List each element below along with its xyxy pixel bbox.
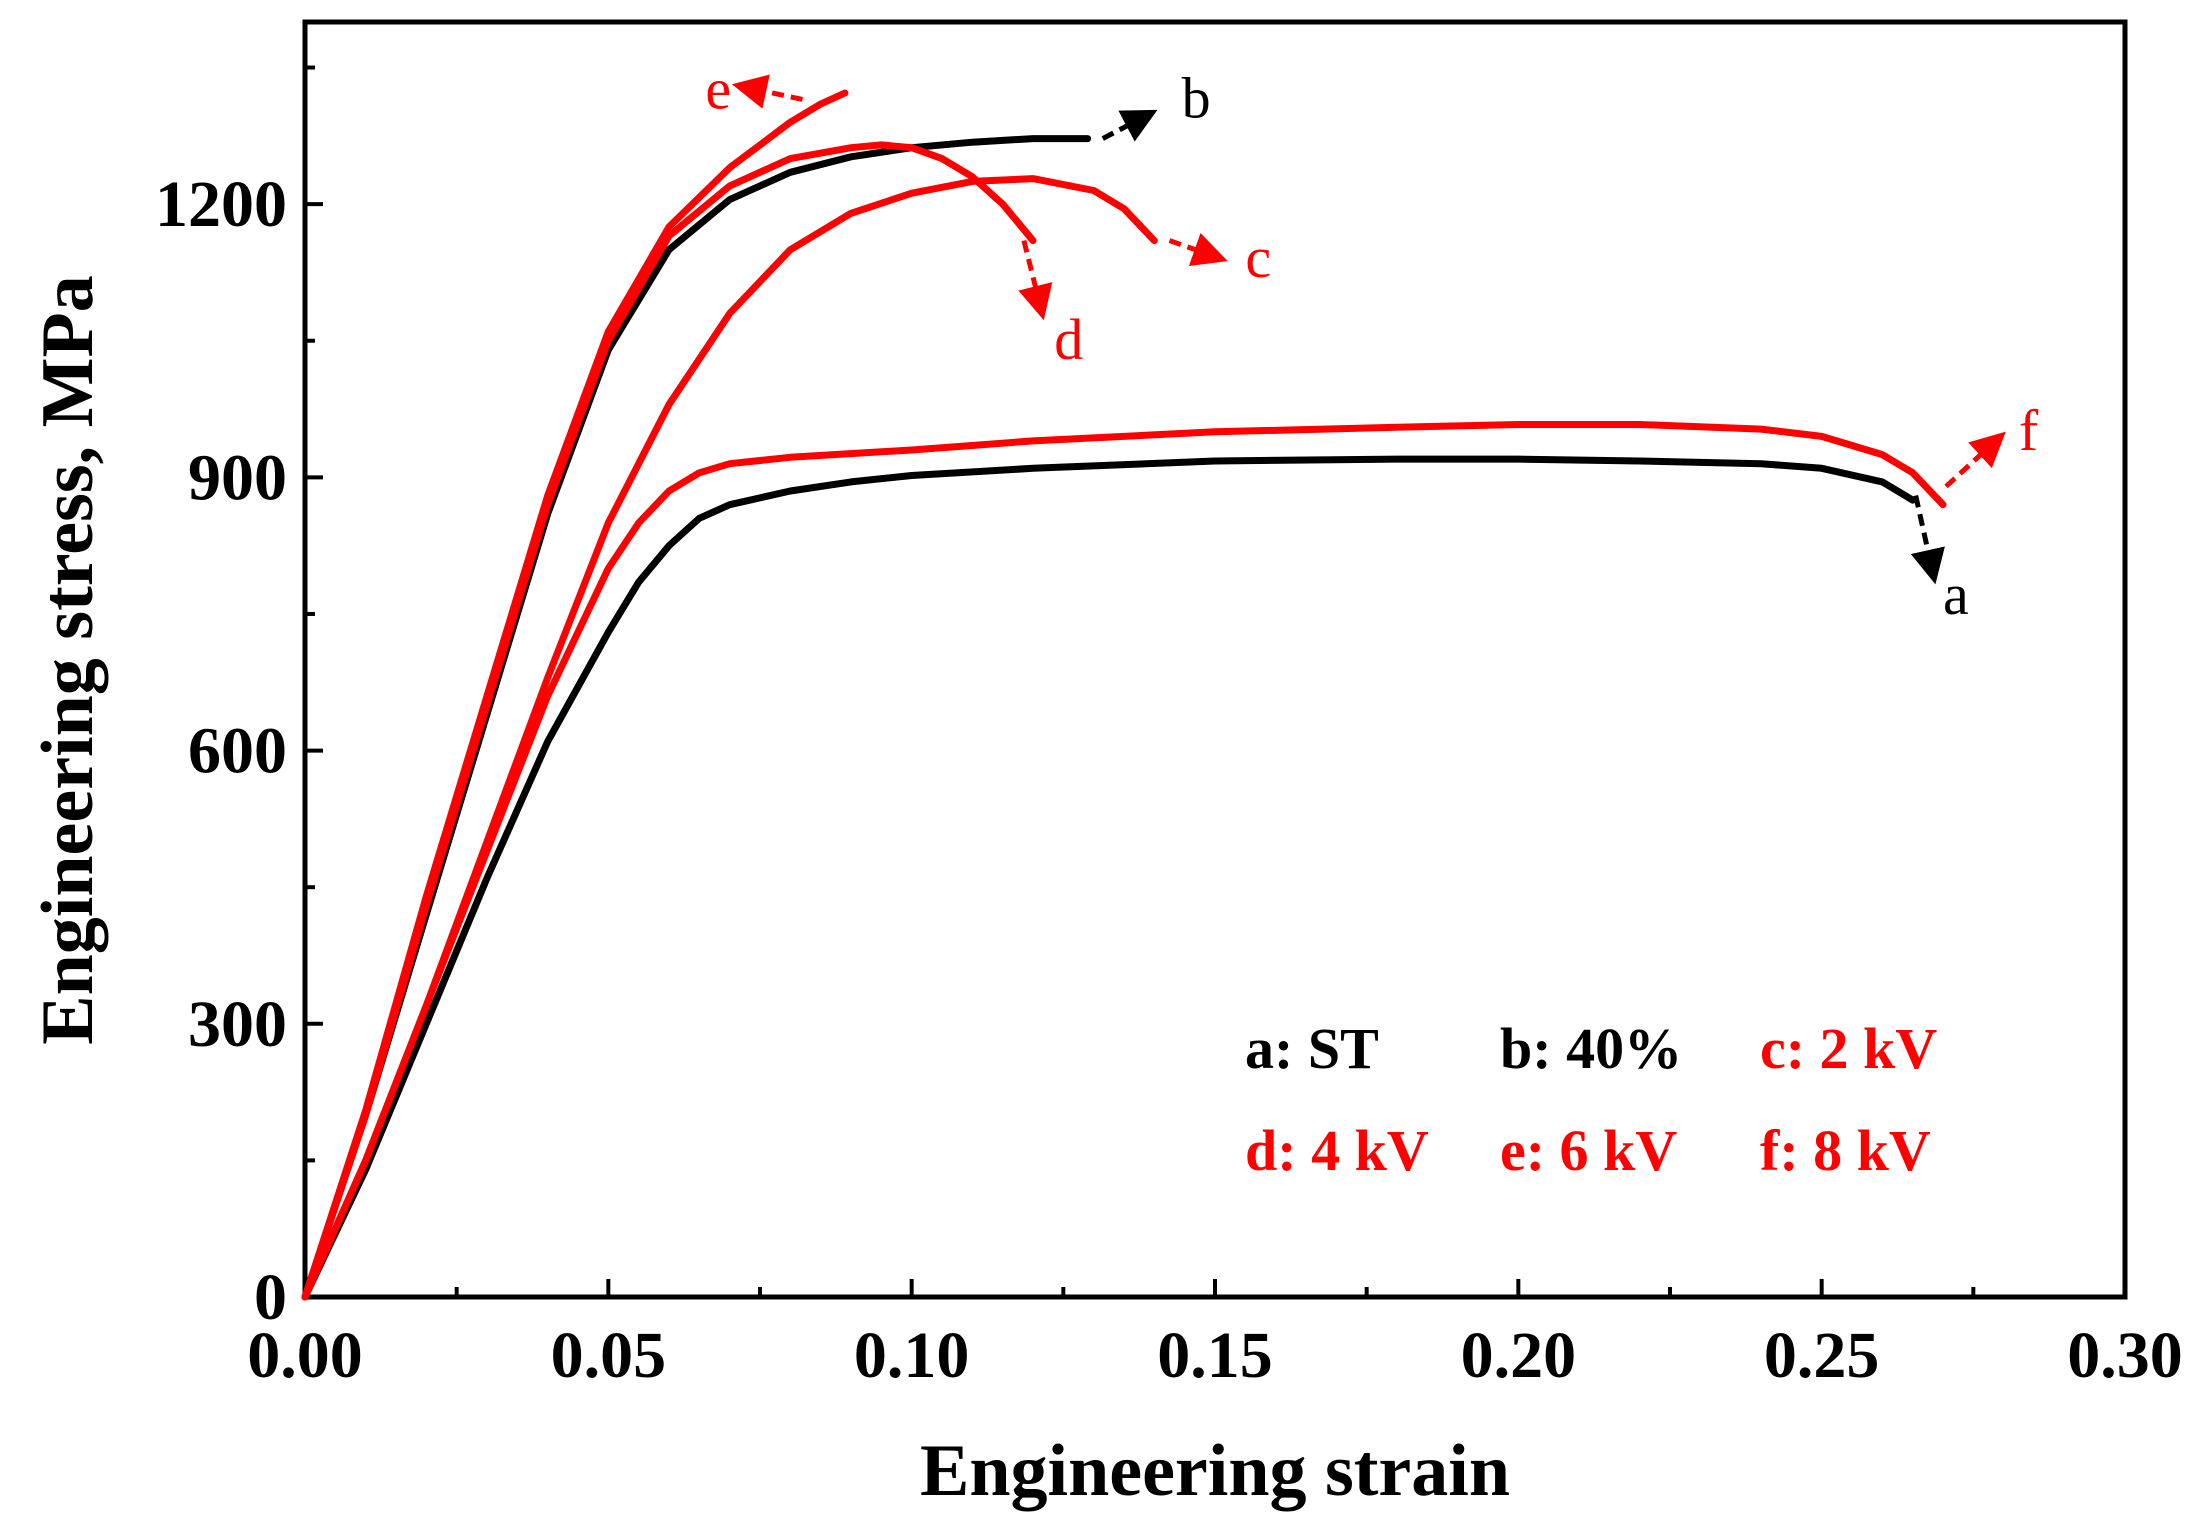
annotation-label-e: e [705, 56, 731, 121]
legend-entry-1: b: 40% [1500, 1016, 1682, 1081]
annotation-arrow-c [1168, 232, 1228, 266]
series-line-f [301, 421, 1947, 1301]
y-axis-title: Engineering stress, MPa [27, 275, 109, 1044]
annotation-label-c: c [1245, 225, 1271, 290]
series-line-b [301, 135, 1092, 1301]
annotation-label-b: b [1182, 65, 1211, 130]
x-tick-label-6: 0.30 [2067, 1319, 2183, 1392]
series-line-e [301, 89, 849, 1301]
y-tick-label-1: 300 [188, 988, 287, 1061]
legend: a: ST b: 40% c: 2 kV d: 4 kV e: 6 kV f: 8 kV [1245, 1016, 1937, 1183]
y-tick-label-0: 0 [254, 1261, 287, 1334]
y-tick-label-2: 600 [188, 715, 287, 788]
annotation-arrow-f [1944, 431, 2006, 489]
y-tick-label-4: 1200 [155, 168, 287, 241]
x-axis-title: Engineering strain [920, 1430, 1510, 1512]
x-tick-label-5: 0.25 [1764, 1319, 1880, 1392]
annotation-label-a: a [1943, 562, 1969, 627]
legend-entry-5: f: 8 kV [1760, 1118, 1931, 1183]
annotation-arrow-d [1018, 239, 1053, 321]
legend-entry-3: d: 4 kV [1245, 1118, 1429, 1183]
series-layer [301, 89, 1947, 1301]
x-axis-ticks [303, 1279, 2127, 1297]
legend-entry-0: a: ST [1245, 1016, 1379, 1081]
y-axis-tick-labels: 0 300 600 900 1200 [155, 168, 287, 1334]
series-line-a [301, 455, 1917, 1301]
x-tick-label-3: 0.15 [1157, 1319, 1273, 1392]
y-tick-label-3: 900 [188, 441, 287, 514]
x-axis-tick-labels: 0.00 0.05 0.10 0.15 0.20 0.25 0.30 [247, 1319, 2183, 1392]
series-line-c [301, 175, 1158, 1301]
x-tick-label-2: 0.10 [854, 1319, 970, 1392]
annotation-label-f: f [2019, 398, 2039, 463]
x-tick-label-1: 0.05 [551, 1319, 667, 1392]
x-tick-label-0: 0.00 [247, 1319, 363, 1392]
legend-entry-4: e: 6 kV [1500, 1118, 1677, 1183]
legend-entry-2: c: 2 kV [1760, 1016, 1937, 1081]
annotation-layer: a b c d e f [705, 56, 2038, 626]
annotation-label-d: d [1054, 307, 1083, 372]
x-tick-label-4: 0.20 [1461, 1319, 1577, 1392]
annotation-arrow-a [1910, 495, 1945, 585]
annotation-arrow-b [1101, 109, 1158, 142]
annotation-arrow-e [731, 74, 803, 109]
y-axis-ticks [305, 65, 323, 1299]
plot-frame [302, 19, 2128, 1300]
series-line-d [301, 141, 1037, 1301]
